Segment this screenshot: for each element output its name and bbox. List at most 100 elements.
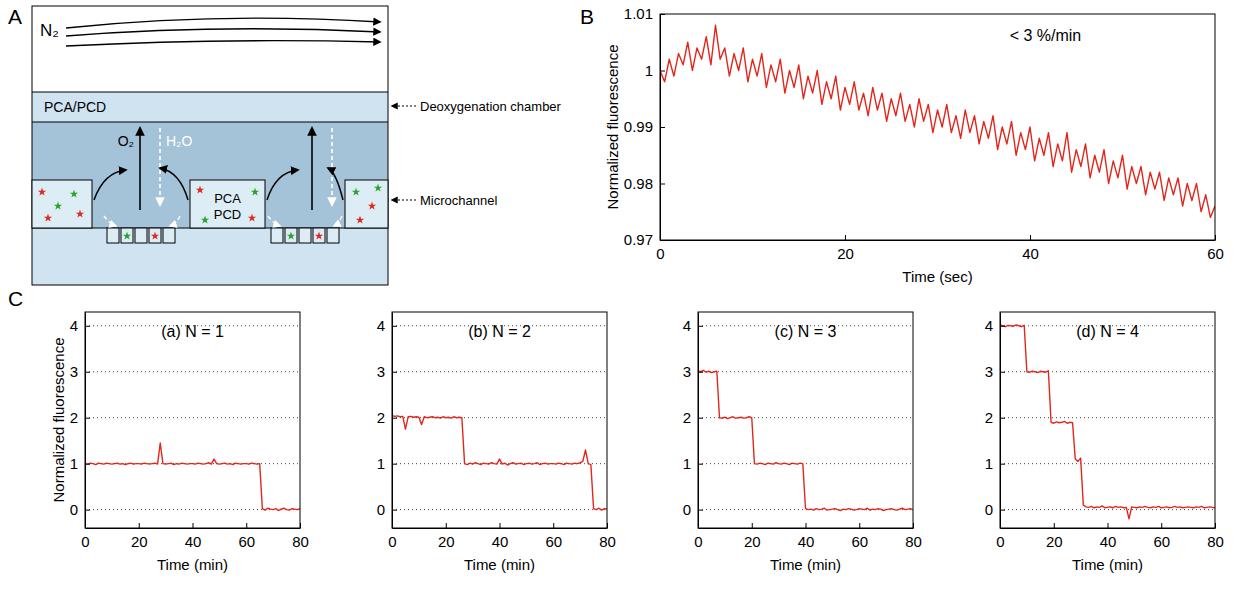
tick-mark	[660, 127, 665, 128]
axis-line	[392, 313, 393, 529]
tick: 60	[851, 523, 868, 550]
tick-label: 3	[377, 363, 385, 380]
x-axis-title: Time (min)	[157, 556, 228, 573]
chart-title: (a) N = 1	[161, 323, 224, 340]
grid	[85, 326, 300, 510]
tick-label: 1	[377, 455, 385, 472]
tick-mark	[698, 464, 703, 465]
tick-mark	[698, 418, 703, 419]
tick-mark	[85, 326, 90, 327]
tick: 2	[377, 409, 397, 426]
x-axis-title: Time (min)	[770, 556, 841, 573]
tick-label: 1	[985, 455, 993, 472]
tick-mark	[139, 523, 140, 528]
tick-mark	[1030, 235, 1031, 240]
plot-marks	[660, 25, 1215, 217]
molecule	[151, 232, 159, 240]
diagram: N₂PCA/PCDPCAPCDO₂H₂ODeoxygenation chambe…	[32, 6, 562, 285]
tick: 60	[238, 523, 255, 550]
tick-label: 3	[70, 363, 78, 380]
tick: 4	[70, 317, 90, 334]
plot-frame	[698, 312, 913, 528]
tick-mark	[246, 523, 247, 528]
panel-label: A	[8, 5, 22, 28]
data-line	[698, 370, 913, 510]
tick: 40	[1022, 235, 1039, 262]
tick-label: 4	[70, 317, 78, 334]
tick: 1.01	[624, 5, 665, 22]
tick: 4	[985, 317, 1005, 334]
tick-mark	[1000, 326, 1005, 327]
water-curve	[334, 216, 342, 226]
tick-mark	[859, 523, 860, 528]
tick: 20	[1046, 523, 1063, 550]
tick-mark	[660, 184, 665, 185]
y-axis-title: Normalized fluorescence	[50, 337, 67, 502]
tick-label: 0	[388, 533, 396, 550]
plot-frame	[392, 312, 607, 528]
water-arrow	[331, 128, 333, 205]
axis-line	[85, 313, 86, 529]
grid-line	[392, 509, 607, 510]
oxygen-label: O₂	[118, 133, 134, 149]
tick: 80	[1207, 523, 1224, 550]
tick: 0.99	[624, 118, 665, 135]
axis-line	[86, 528, 301, 529]
tick: 60	[1153, 523, 1170, 550]
chart-title: (b) N = 2	[468, 323, 531, 340]
axis-line	[661, 240, 1216, 241]
well	[299, 228, 311, 243]
grid-line	[1000, 463, 1215, 464]
tick-label: 0	[656, 245, 664, 262]
tick: 3	[985, 363, 1005, 380]
tick-label: 3	[985, 363, 993, 380]
tick: 60	[1207, 235, 1224, 262]
gas-flow-arrow	[66, 18, 380, 28]
tick-label: 0	[694, 533, 702, 550]
membrane-layer	[32, 122, 388, 228]
tick-label: 20	[1046, 533, 1063, 550]
tick-mark	[446, 523, 447, 528]
tick: 1	[70, 455, 90, 472]
tick-mark	[752, 523, 753, 528]
x-axis: 0204060	[656, 235, 1224, 262]
tick-mark	[392, 510, 397, 511]
tick: 20	[744, 523, 761, 550]
tick-mark	[500, 523, 501, 528]
tick: 0	[985, 501, 1005, 518]
grid	[698, 326, 913, 510]
tick: 0	[683, 501, 703, 518]
tick-label: 0.97	[624, 231, 653, 248]
tick-label: 4	[683, 317, 691, 334]
tick-label: 40	[185, 533, 202, 550]
x-axis-title: Time (min)	[1072, 556, 1143, 573]
grid-line	[85, 371, 300, 372]
tick-label: 0	[996, 533, 1004, 550]
channel-fill-label: PCA	[214, 191, 241, 206]
x-axis: 020406080	[388, 523, 616, 550]
tick-mark	[300, 523, 301, 528]
gas-flow-arrow	[66, 41, 380, 46]
tick-label: 0	[683, 501, 691, 518]
oxygen-arrow	[311, 128, 313, 210]
y-axis-title: Normalized fluorescence	[604, 44, 621, 209]
label-pointer	[392, 199, 416, 200]
chart-title: (c) N = 3	[775, 323, 837, 340]
molecule	[76, 210, 84, 218]
tick: 20	[131, 523, 148, 550]
well	[313, 228, 325, 243]
tick-label: 40	[1100, 533, 1117, 550]
grid	[1000, 326, 1215, 510]
tick-label: 60	[851, 533, 868, 550]
diagram-frame	[32, 6, 388, 285]
tick: 20	[438, 523, 455, 550]
tick-mark	[806, 523, 807, 528]
channel-label: Microchannel	[420, 193, 497, 208]
x-axis: 020406080	[81, 523, 309, 550]
tick: 1	[985, 455, 1005, 472]
tick: 2	[683, 409, 703, 426]
molecule	[248, 214, 256, 222]
molecule	[352, 188, 360, 196]
gas-flow-arrow	[66, 29, 380, 36]
tick-label: 1	[683, 455, 691, 472]
